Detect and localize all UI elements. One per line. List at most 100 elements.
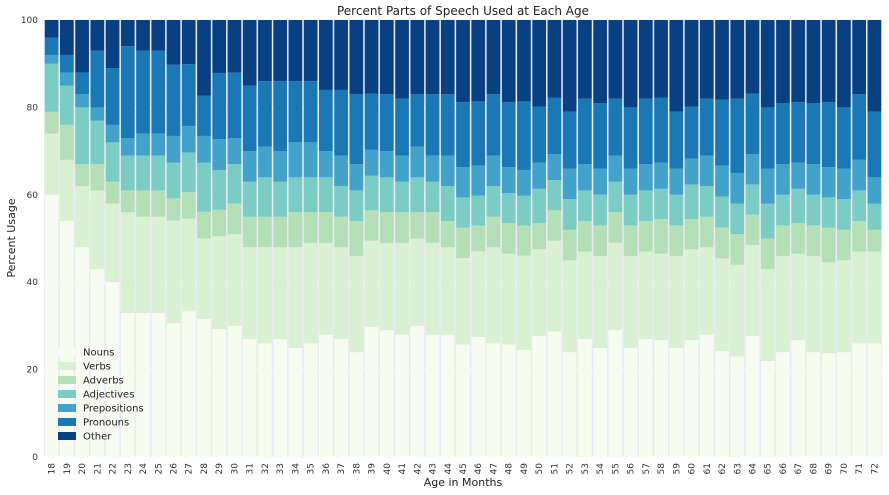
bar-verbs-54 — [593, 255, 607, 348]
bar-prepositions-70 — [837, 168, 851, 200]
bar-nouns-60 — [684, 340, 699, 457]
bar-prepositions-48 — [501, 167, 516, 194]
bar-adverbs-32 — [258, 216, 272, 248]
bar-other-29 — [212, 20, 227, 73]
bar-nouns-45 — [456, 344, 470, 457]
bar-verbs-71 — [852, 251, 867, 344]
legend-label-adverbs: Adverbs — [83, 376, 124, 387]
bar-nouns-58 — [654, 340, 668, 457]
bar-verbs-24 — [136, 216, 150, 313]
bar-pronouns-44 — [440, 94, 455, 156]
bar-adjectives-43 — [425, 181, 440, 213]
y-axis-ticks: 0 20 40 60 80 100 — [21, 16, 38, 463]
bar-adverbs-57 — [638, 221, 653, 252]
legend-swatch-adverbs — [58, 376, 76, 384]
bar-pronouns-29 — [212, 72, 227, 140]
bar-other-37 — [334, 20, 348, 90]
bar-nouns-57 — [638, 339, 653, 457]
bar-pronouns-25 — [151, 50, 166, 134]
bar-nouns-35 — [303, 343, 318, 457]
bar-prepositions-56 — [623, 168, 638, 195]
x-axis-label: Age in Months — [424, 476, 503, 489]
bar-adjectives-57 — [638, 190, 653, 222]
bar-adverbs-67 — [791, 223, 806, 254]
bar-adverbs-59 — [669, 225, 684, 256]
bar-other-26 — [166, 20, 181, 65]
x-tick-label: 19 — [63, 463, 73, 475]
x-tick-label: 64 — [748, 463, 758, 475]
x-tick-label: 59 — [672, 463, 682, 475]
bar-nouns-32 — [258, 343, 272, 457]
bar-nouns-30 — [227, 325, 242, 457]
bar-pronouns-34 — [288, 81, 303, 143]
bar-nouns-49 — [517, 349, 531, 457]
bar-adverbs-61 — [699, 216, 714, 248]
bar-nouns-65 — [760, 360, 775, 457]
x-tick-label: 43 — [429, 463, 439, 474]
bar-nouns-63 — [730, 356, 745, 457]
bar-adverbs-60 — [684, 219, 699, 250]
bar-other-22 — [105, 20, 120, 69]
bar-verbs-22 — [105, 203, 120, 283]
x-tick-label: 26 — [170, 463, 180, 475]
bar-pronouns-49 — [517, 101, 531, 170]
bar-adjectives-45 — [456, 197, 470, 228]
bar-pronouns-51 — [547, 97, 562, 155]
bar-other-46 — [471, 20, 486, 102]
bar-other-43 — [425, 20, 440, 95]
bar-nouns-66 — [776, 352, 790, 457]
bar-verbs-52 — [562, 260, 577, 353]
bar-prepositions-42 — [410, 146, 425, 178]
bar-pronouns-55 — [608, 98, 623, 156]
bar-adverbs-19 — [59, 124, 74, 160]
bar-adjectives-20 — [75, 107, 89, 165]
bar-adjectives-29 — [212, 170, 227, 210]
bar-pronouns-23 — [120, 46, 135, 138]
bar-verbs-59 — [669, 255, 684, 348]
bar-prepositions-21 — [90, 107, 105, 121]
bar-adjectives-62 — [715, 196, 729, 228]
bar-verbs-61 — [699, 247, 714, 335]
bar-nouns-46 — [471, 337, 486, 457]
bar-other-41 — [395, 20, 409, 99]
bar-adverbs-31 — [242, 216, 257, 248]
bar-pronouns-32 — [258, 81, 272, 147]
bar-verbs-50 — [532, 249, 547, 336]
bar-verbs-41 — [395, 242, 409, 335]
legend-label-adjectives: Adjectives — [83, 390, 134, 401]
bar-adjectives-50 — [532, 188, 547, 224]
bar-nouns-72 — [867, 343, 882, 457]
bar-nouns-55 — [608, 330, 623, 457]
bar-other-55 — [608, 20, 623, 99]
bar-verbs-62 — [715, 258, 729, 352]
bar-prepositions-22 — [105, 124, 120, 143]
bar-pronouns-65 — [760, 107, 775, 169]
bar-adjectives-23 — [120, 155, 135, 191]
bar-nouns-53 — [578, 339, 592, 457]
bar-verbs-18 — [44, 133, 59, 195]
bar-adjectives-65 — [760, 203, 775, 239]
bar-adverbs-29 — [212, 209, 227, 237]
bar-nouns-59 — [669, 347, 684, 457]
bar-other-38 — [349, 20, 364, 95]
x-tick-label: 44 — [444, 463, 454, 475]
bar-adjectives-25 — [151, 155, 166, 191]
bar-nouns-34 — [288, 347, 303, 457]
bar-other-49 — [517, 20, 531, 102]
bar-pronouns-67 — [791, 102, 806, 163]
bar-adverbs-35 — [303, 212, 318, 243]
bar-adverbs-20 — [75, 164, 89, 187]
bar-other-24 — [136, 20, 150, 51]
bar-pronouns-63 — [730, 98, 745, 173]
bar-prepositions-37 — [334, 155, 348, 187]
bar-pronouns-53 — [578, 98, 592, 165]
bar-adjectives-35 — [303, 177, 318, 213]
x-tick-label: 66 — [779, 463, 789, 475]
bar-adverbs-26 — [166, 198, 181, 221]
bar-verbs-69 — [821, 262, 836, 354]
bar-other-30 — [227, 20, 242, 73]
bar-verbs-33 — [273, 247, 288, 340]
bar-prepositions-58 — [654, 162, 668, 189]
bar-nouns-43 — [425, 334, 440, 457]
bar-other-65 — [760, 20, 775, 108]
